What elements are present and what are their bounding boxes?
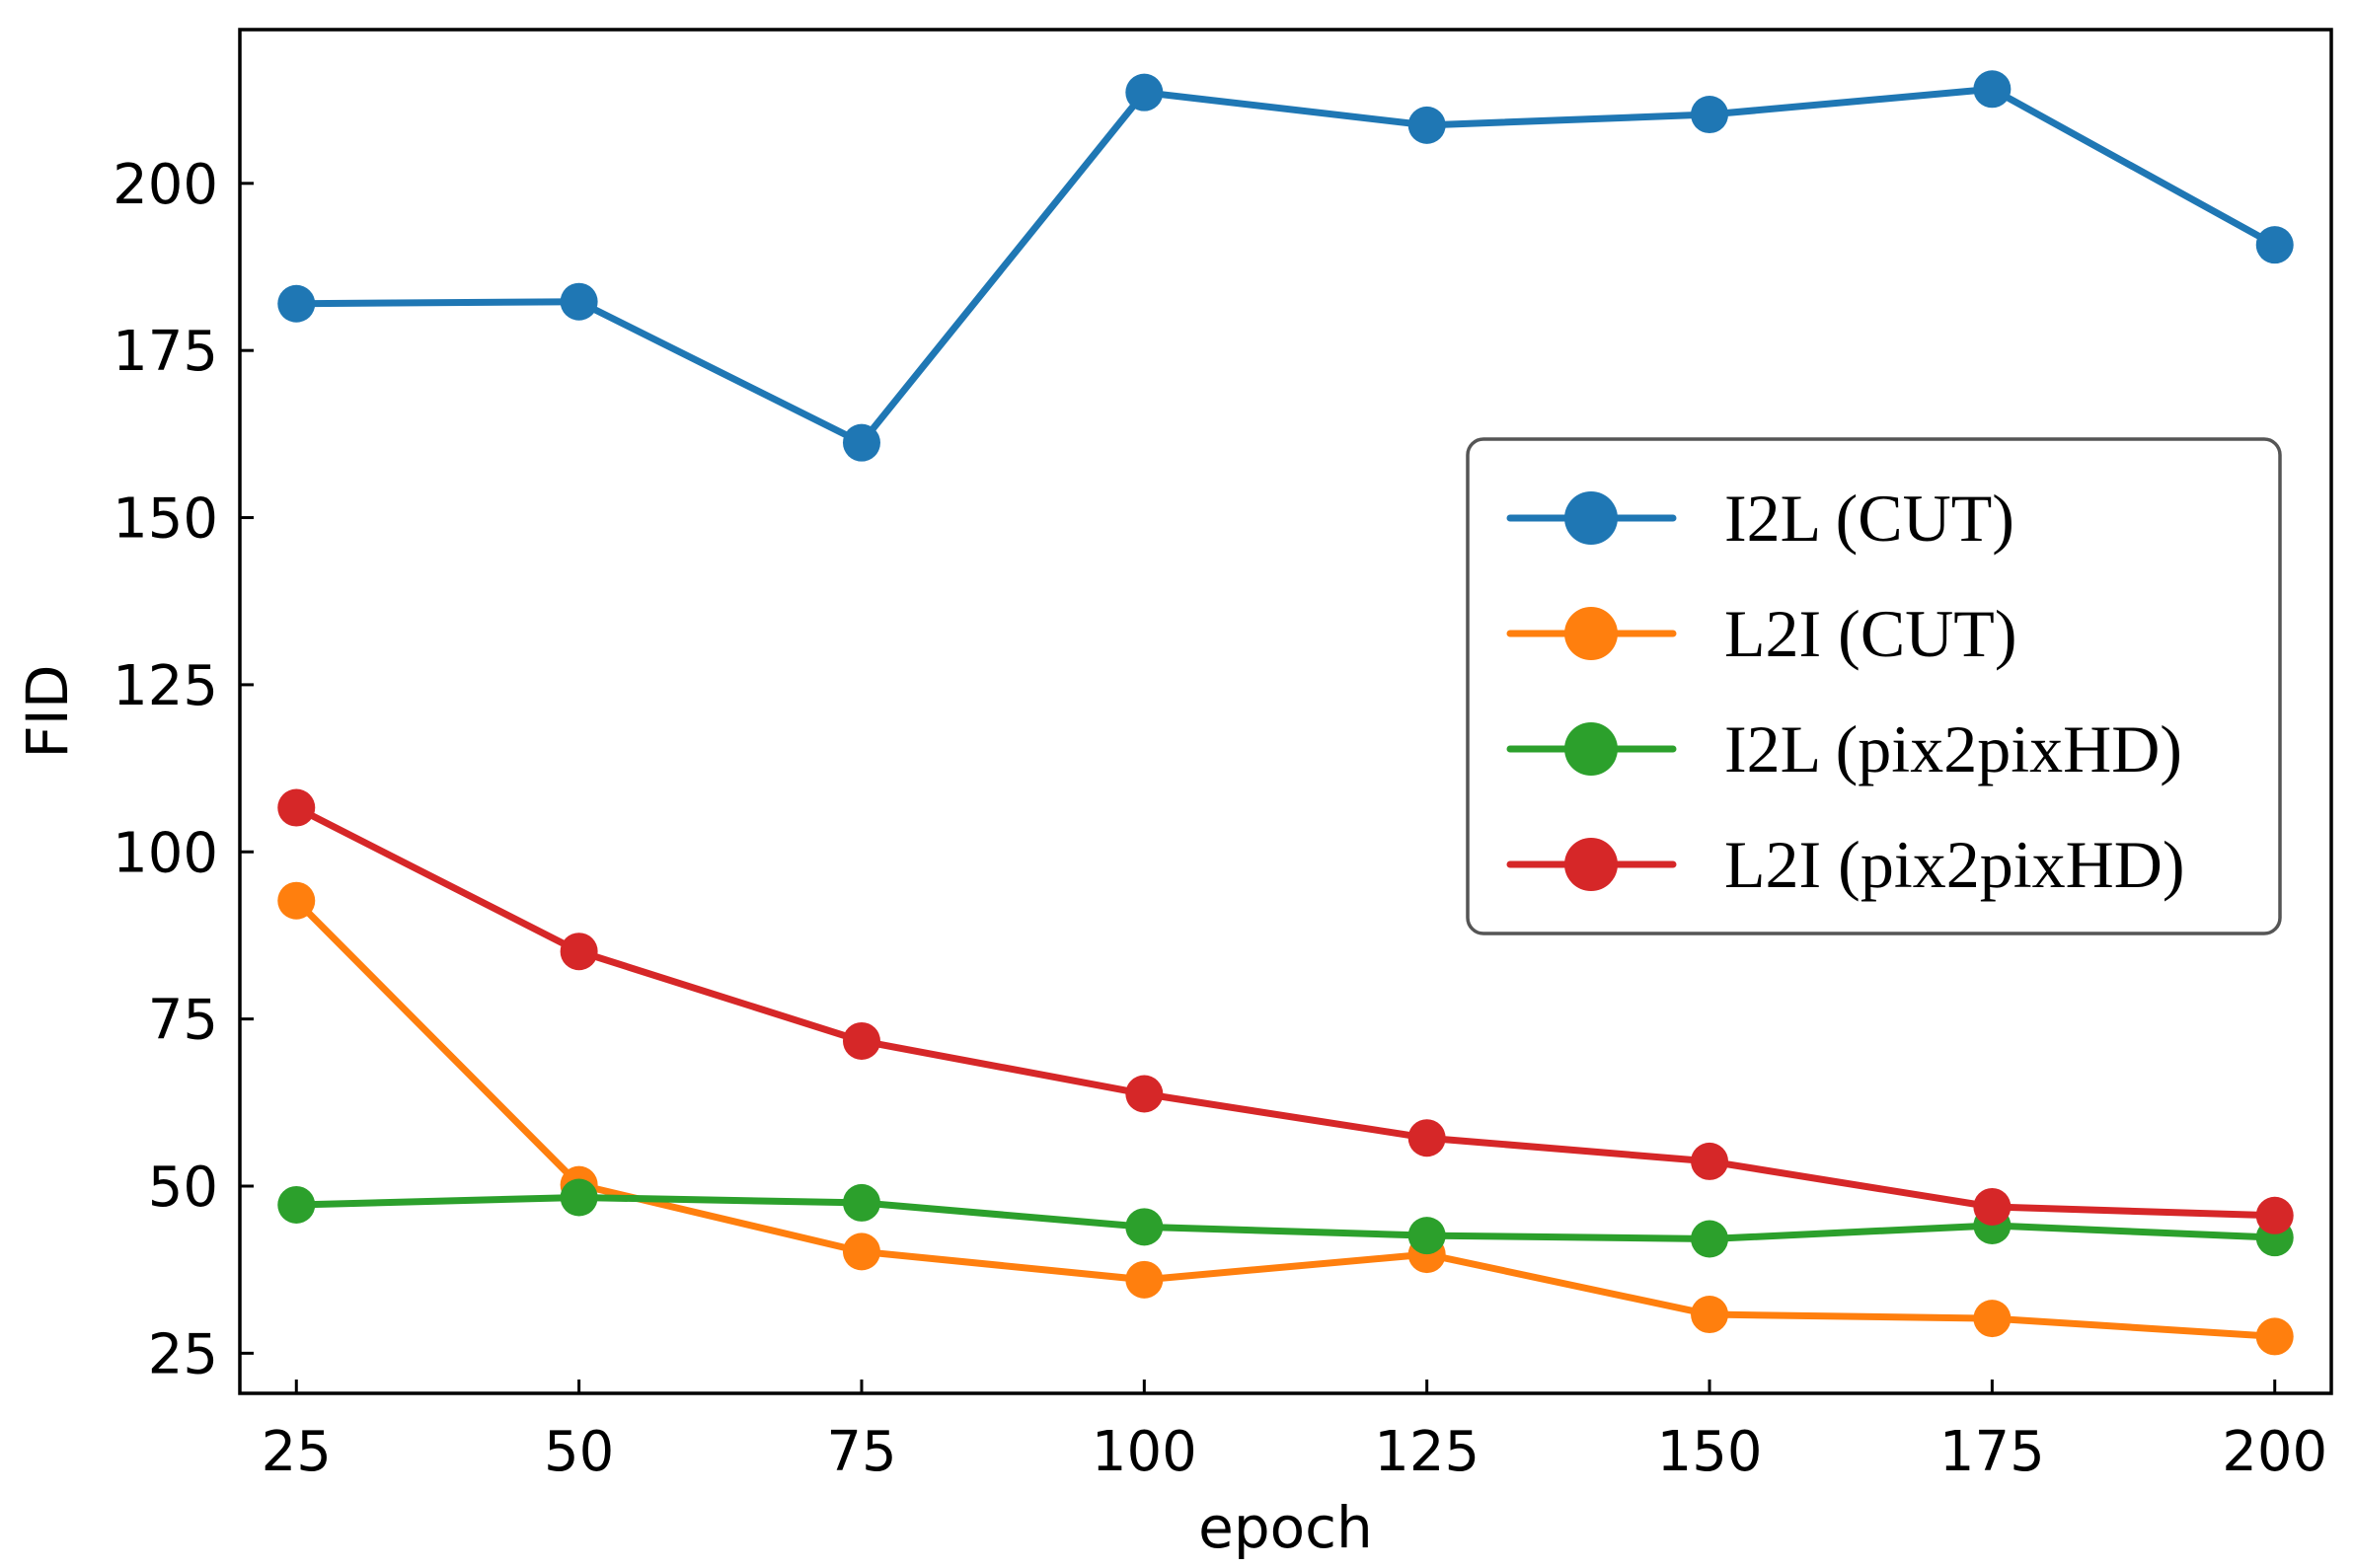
ticks-layer: 25 50 75 100 125 150 175 200 25 50 75 100 125 150 175 2… bbox=[113, 153, 2327, 1484]
legend-item: I2L (CUT) bbox=[1506, 481, 2014, 556]
data-point bbox=[560, 933, 598, 971]
y-tick-label: 50 bbox=[148, 1156, 218, 1220]
data-point bbox=[277, 1185, 316, 1224]
data-point bbox=[1125, 1075, 1164, 1113]
series-line bbox=[292, 85, 2279, 447]
legend-marker bbox=[1564, 838, 1618, 891]
x-tick-label: 50 bbox=[544, 1420, 614, 1484]
data-point bbox=[277, 788, 316, 827]
data-point bbox=[1973, 70, 2012, 109]
data-point bbox=[2255, 1196, 2294, 1234]
data-point bbox=[1973, 1187, 2012, 1226]
legend-marker bbox=[1564, 722, 1618, 776]
data-point bbox=[1691, 1296, 1729, 1334]
legend-marker bbox=[1564, 607, 1618, 660]
series-line bbox=[292, 1194, 2279, 1243]
y-tick-label: 75 bbox=[148, 989, 218, 1053]
plot-frame bbox=[238, 28, 2333, 1395]
series-4 bbox=[277, 788, 2294, 1234]
data-point bbox=[1125, 1208, 1164, 1246]
legend-item: I2L (pix2pixHD) bbox=[1506, 711, 2182, 786]
data-point bbox=[1973, 1300, 2012, 1338]
data-point bbox=[1125, 1260, 1164, 1299]
data-point bbox=[842, 1232, 880, 1271]
series-1 bbox=[277, 70, 2294, 462]
x-axis-label: epoch bbox=[1198, 1494, 1373, 1561]
y-tick-label: 175 bbox=[113, 320, 218, 384]
data-point bbox=[1691, 1142, 1729, 1180]
legend-label: L2I (CUT) bbox=[1724, 596, 2016, 671]
x-tick-label: 175 bbox=[1939, 1420, 2045, 1484]
data-point bbox=[560, 1178, 598, 1217]
x-tick-label: 100 bbox=[1092, 1420, 1197, 1484]
x-tick-label: 200 bbox=[2222, 1420, 2327, 1484]
data-point bbox=[842, 1021, 880, 1060]
data-point bbox=[1407, 106, 1446, 144]
series-line bbox=[292, 804, 2279, 1220]
y-tick-label: 25 bbox=[148, 1322, 218, 1386]
y-axis-label: FID bbox=[14, 664, 81, 758]
data-point bbox=[842, 423, 880, 462]
data-point bbox=[277, 881, 316, 920]
series-layer bbox=[277, 70, 2294, 1356]
data-point bbox=[1125, 73, 1164, 112]
x-tick-label: 75 bbox=[826, 1420, 896, 1484]
y-tick-label: 125 bbox=[113, 654, 218, 718]
data-point bbox=[1407, 1217, 1446, 1255]
data-point bbox=[1691, 96, 1729, 134]
y-tick-label: 150 bbox=[113, 487, 218, 552]
data-point bbox=[842, 1183, 880, 1222]
legend-item: L2I (pix2pixHD) bbox=[1506, 827, 2184, 902]
data-point bbox=[560, 282, 598, 321]
legend-label: I2L (CUT) bbox=[1724, 481, 2014, 556]
legend-marker bbox=[1564, 491, 1618, 545]
x-tick-label: 25 bbox=[262, 1420, 332, 1484]
legend-label: L2I (pix2pixHD) bbox=[1724, 827, 2184, 902]
legend-box bbox=[1466, 437, 2282, 935]
legend: I2L (CUT) L2I (CUT) I2L (pix2pixHD) L2I (pi… bbox=[1466, 437, 2282, 935]
legend-label: I2L (pix2pixHD) bbox=[1724, 711, 2182, 786]
y-tick-label: 100 bbox=[113, 821, 218, 885]
data-point bbox=[2255, 226, 2294, 264]
x-tick-label: 125 bbox=[1374, 1420, 1480, 1484]
y-tick-label: 200 bbox=[113, 153, 218, 217]
data-point bbox=[2255, 1317, 2294, 1356]
legend-item: L2I (CUT) bbox=[1506, 596, 2016, 671]
data-point bbox=[1407, 1119, 1446, 1157]
data-point bbox=[1691, 1220, 1729, 1258]
x-tick-label: 150 bbox=[1657, 1420, 1763, 1484]
data-point bbox=[277, 284, 316, 323]
